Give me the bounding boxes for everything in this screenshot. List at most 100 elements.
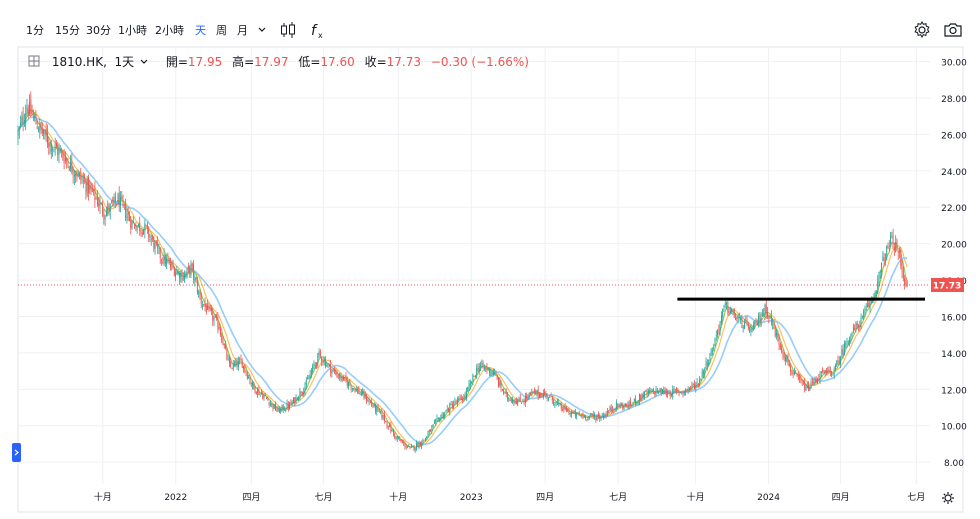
candle-body (801, 381, 803, 383)
candle-body (882, 257, 884, 262)
candle-body (164, 255, 166, 265)
interval-dropdown[interactable] (257, 22, 267, 41)
candle-body (845, 343, 847, 345)
candle-body (601, 416, 603, 418)
candle-body (353, 388, 355, 389)
candle-body (146, 224, 148, 227)
candle-body (45, 130, 47, 136)
candle-body (319, 351, 321, 356)
candle-body (360, 392, 362, 396)
candle-body (189, 265, 191, 274)
interval-6[interactable]: 周 (216, 24, 227, 37)
candle-body (212, 311, 214, 321)
candle-body (614, 408, 616, 410)
interval-5[interactable]: 天 (195, 24, 206, 37)
legend-interval[interactable]: 1天 (114, 55, 135, 69)
candles (17, 91, 908, 453)
candle-body (887, 247, 889, 249)
interval-2[interactable]: 30分 (86, 24, 111, 37)
candle-body (445, 410, 447, 413)
candle-body (398, 438, 399, 440)
candle-body (674, 389, 676, 391)
candle-body (806, 385, 808, 389)
candle-body (531, 391, 533, 394)
candle-body (814, 377, 816, 385)
candle-body (817, 379, 818, 384)
candle-body (824, 370, 826, 373)
legend: 1810.HK, 1天 開=17.95 高=17.97 低=17.60 收=17… (28, 53, 529, 71)
candle-body (815, 379, 817, 383)
expand-panel-button[interactable] (12, 443, 21, 462)
candle-body (756, 322, 758, 325)
settings-button[interactable] (912, 19, 932, 41)
candle-body (407, 447, 408, 449)
candle-body (375, 404, 376, 411)
candle-body (47, 133, 48, 144)
candle-body (437, 418, 439, 419)
candle-body (424, 438, 426, 441)
candle-body (656, 390, 658, 393)
interval-1[interactable]: 15分 (55, 24, 80, 37)
interval-3[interactable]: 1小時 (118, 24, 147, 37)
candle-body (613, 409, 615, 411)
candle-body (250, 382, 252, 385)
axis-settings-button[interactable] (942, 492, 954, 504)
candle-body (755, 320, 757, 323)
candle-body (891, 235, 893, 237)
candle-body (116, 203, 118, 205)
candle-body (248, 377, 250, 379)
candle-body (107, 205, 109, 212)
candle-body (681, 391, 683, 393)
candle-body (450, 404, 452, 406)
candle-body (491, 371, 493, 373)
candle-body (485, 367, 487, 369)
candle-body (858, 324, 859, 327)
candle-body (826, 370, 827, 374)
candle-body (873, 295, 875, 299)
legend-symbol[interactable]: 1810.HK (51, 54, 104, 69)
candle-body (148, 228, 150, 238)
candle-body (506, 392, 508, 399)
interval-4[interactable]: 2小時 (155, 24, 184, 37)
candle-body (694, 384, 695, 389)
candle-body (722, 308, 724, 318)
candle-body (498, 378, 499, 386)
layout-icon[interactable] (28, 55, 42, 69)
candle-body (355, 389, 357, 391)
candle-body (551, 395, 553, 401)
candle-body (125, 206, 127, 218)
candle-body (385, 421, 387, 422)
candle-body (861, 315, 863, 317)
price-axis[interactable]: 30.0028.0026.0024.0022.0020.0018.0016.00… (931, 59, 967, 470)
candle-body (181, 272, 183, 281)
time-axis[interactable]: 十月 2022 四月 七月 十月 2023 四月 七月 十月 2024 四月 七月 (94, 491, 926, 503)
snapshot-button[interactable] (942, 19, 962, 41)
indicators-button[interactable]: f x (308, 19, 328, 41)
candle-body (234, 363, 235, 365)
candle-body (504, 391, 506, 394)
candle-body (723, 305, 725, 308)
candle-body (624, 403, 626, 405)
high-value: 17.97 (254, 54, 289, 69)
candle-body (81, 179, 83, 181)
interval-7[interactable]: 月 (237, 24, 248, 37)
candle-body (783, 354, 785, 358)
candle-body (363, 390, 365, 398)
candle-body (610, 407, 612, 411)
interval-0[interactable]: 1分 (26, 24, 44, 37)
candle-body (323, 359, 325, 363)
candle-body (335, 372, 337, 374)
chevron-down-icon[interactable] (140, 55, 148, 69)
candle-body (713, 347, 715, 350)
candle-body (109, 203, 111, 212)
candle-body (647, 390, 649, 394)
candle-body (706, 362, 708, 366)
candle-body (605, 414, 607, 416)
candle-body (122, 199, 124, 205)
candle-body (745, 321, 747, 323)
candle-body (423, 439, 425, 441)
chart-type-button[interactable] (278, 19, 298, 41)
candle-body (486, 366, 488, 371)
candle-body (532, 391, 534, 393)
